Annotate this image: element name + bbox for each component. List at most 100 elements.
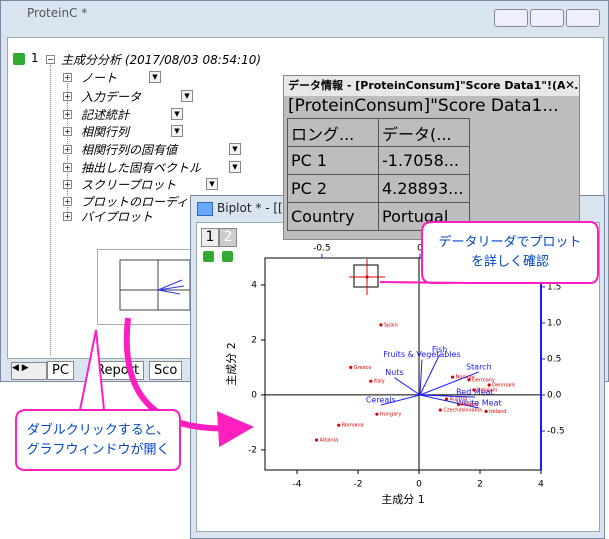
loading-label: Red Meat <box>456 388 494 397</box>
x-tick-label: -4 <box>293 480 302 490</box>
expander[interactable]: + <box>63 145 72 154</box>
tab-scroller[interactable]: ◀ ▶ <box>11 362 47 380</box>
loading-vector <box>394 377 421 396</box>
tree-item[interactable]: 抽出した固有ベクトル <box>81 161 202 175</box>
data-info-table: ロング... データ(... PC 1 -1.7058... PC 2 4.28893..… <box>287 118 470 231</box>
dropdown[interactable]: ▼ <box>171 108 183 120</box>
expander[interactable]: + <box>63 197 72 206</box>
point-label: Denmark <box>492 383 515 389</box>
expander[interactable]: + <box>63 73 72 82</box>
dropdown[interactable]: ▼ <box>171 125 183 137</box>
maximize-button[interactable] <box>530 9 564 27</box>
callout-bubble <box>379 221 599 284</box>
score-point <box>379 323 383 327</box>
dropdown[interactable]: ▼ <box>229 161 241 173</box>
score-point <box>484 409 488 414</box>
table-cell: -1.7058... <box>378 146 470 175</box>
tree-item[interactable]: バイプロット <box>81 210 154 224</box>
arrow <box>123 317 254 448</box>
tree-item[interactable]: ノート <box>81 71 118 85</box>
tree-item[interactable]: プロットのローディ <box>81 195 189 209</box>
tree-item[interactable]: スクリープロット <box>81 178 177 192</box>
callout-text: ダブルクリックすると、グラフウィンドウが開く <box>26 422 169 458</box>
y-tick-label: 4 <box>251 280 257 290</box>
point-label: Greece <box>354 365 372 371</box>
loading-vector <box>419 354 441 396</box>
y2-tick-label: 1.0 <box>547 318 562 328</box>
y2-tick-label: -0.5 <box>547 427 565 437</box>
x-tick-label: 2 <box>477 480 483 490</box>
y-tick-label: -2 <box>248 445 257 455</box>
layer-button[interactable]: 1 <box>201 228 219 247</box>
score-point <box>487 383 491 387</box>
expander[interactable]: + <box>63 127 72 136</box>
dropdown[interactable]: ▼ <box>149 71 161 83</box>
point-label: Poland <box>462 402 479 408</box>
tab[interactable]: PC <box>47 361 74 380</box>
y2-tick-label: 0.0 <box>547 391 562 401</box>
point-label: Czechoslovakia <box>443 408 482 414</box>
x-tick-label: 4 <box>538 480 544 490</box>
expander[interactable]: − <box>46 55 55 64</box>
loading-label: Cereals <box>366 396 396 405</box>
layer-button[interactable]: 2 <box>219 228 237 247</box>
dropdown[interactable]: ▼ <box>206 178 218 190</box>
point-label: Belgium <box>477 387 498 393</box>
tree-index: 1 <box>31 51 39 65</box>
thumb-vectors <box>157 279 185 295</box>
tree-guide <box>50 65 51 355</box>
minimize-button[interactable] <box>494 9 528 27</box>
x-tick-label: -2 <box>354 480 363 490</box>
data-info-panel: データ情報 - [ProteinConsum]"Score Data1"!(A.… <box>283 75 580 240</box>
point-label: Austria <box>449 397 467 403</box>
point-label: Albania <box>320 438 339 444</box>
table-cell: Country <box>287 202 379 231</box>
score-point <box>467 378 471 382</box>
score-point <box>444 397 449 401</box>
callout-text: データリーダでプロットを詳しく確認 <box>438 234 581 270</box>
lock-icon <box>13 53 25 65</box>
tree-item[interactable]: 記述統計 <box>81 108 130 122</box>
tree-root[interactable]: 主成分分析 (2017/08/03 08:54:10) <box>61 53 262 67</box>
panel-title: データ情報 - [ProteinConsum]"Score Data1"!(A.… <box>284 76 579 96</box>
dropdown[interactable]: ▼ <box>181 90 193 102</box>
expander[interactable]: + <box>63 92 72 101</box>
score-point <box>438 408 442 412</box>
loading-vector <box>380 394 421 406</box>
close-button[interactable] <box>566 9 600 27</box>
x2-tick-label: 0 <box>417 244 423 254</box>
lock-icon <box>203 251 214 262</box>
close-button[interactable]: ✕ <box>564 78 575 92</box>
expander[interactable]: + <box>63 110 72 119</box>
loading-label: White Meat <box>456 398 502 407</box>
point-label: Spain <box>384 322 398 328</box>
point-label: Germany <box>472 377 495 383</box>
tree-item[interactable]: 相関行列 <box>81 125 130 139</box>
loading-label: Starch <box>466 362 492 371</box>
table-cell: PC 2 <box>287 174 379 203</box>
score-point <box>457 402 461 407</box>
table-row: ロング... データ(... <box>287 118 470 147</box>
expander[interactable]: + <box>63 180 72 189</box>
expander[interactable]: + <box>63 212 72 221</box>
tree-item[interactable]: 入力データ <box>81 90 142 104</box>
tab[interactable]: Sco <box>149 361 183 380</box>
score-point <box>369 379 373 383</box>
biplot-thumbnail[interactable] <box>97 249 203 325</box>
x2-tick-label: -0.5 <box>313 244 331 254</box>
lock-icon <box>222 251 233 262</box>
score-point <box>472 388 476 392</box>
tree-item[interactable]: 相関行列の固有値 <box>81 143 178 157</box>
dropdown[interactable]: ▼ <box>229 143 241 155</box>
score-point <box>337 423 341 427</box>
x-axis-label: 主成分 1 <box>381 493 425 506</box>
loading-vector <box>419 394 479 409</box>
score-point <box>314 438 319 442</box>
data-source: [ProteinConsum]"Score Data1... <box>288 96 559 116</box>
point-label: Italy <box>374 379 385 385</box>
expander[interactable]: + <box>63 163 72 172</box>
point-label: Hungary <box>380 412 401 418</box>
